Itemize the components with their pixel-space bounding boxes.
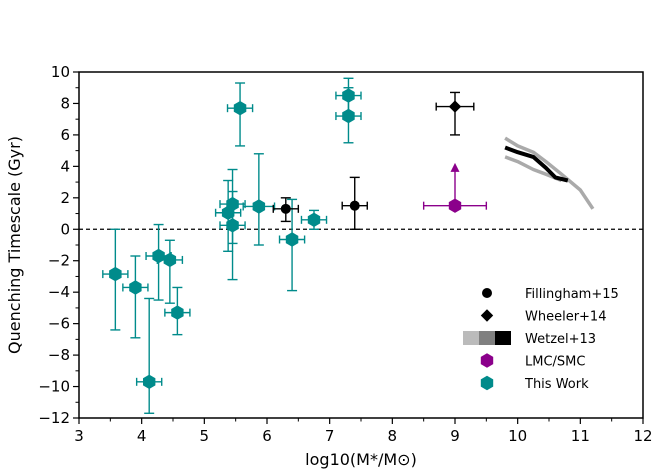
y-tick-label: −6 xyxy=(48,315,70,333)
hexagon-marker xyxy=(285,232,299,247)
y-tick-label: −12 xyxy=(38,409,70,427)
y-tick-label: −8 xyxy=(48,346,70,364)
point-this-work-12 xyxy=(300,209,328,230)
point-this-work-8 xyxy=(219,190,246,281)
point-this-work-11 xyxy=(278,198,306,292)
legend-entry-fillingham-15: Fillingham+15 xyxy=(482,287,619,302)
wetzel-band-median xyxy=(504,145,569,183)
y-tick-label: 2 xyxy=(60,189,70,207)
point-this-work-5 xyxy=(164,286,191,336)
circle-marker xyxy=(349,200,360,211)
legend-band-median xyxy=(495,331,511,345)
x-axis-label: log10(M*/M⊙) xyxy=(305,450,417,469)
legend-label: Fillingham+15 xyxy=(525,287,619,302)
hexagon-marker xyxy=(129,280,142,295)
circle-marker xyxy=(280,203,291,214)
point-this-work-9 xyxy=(226,82,254,147)
hexagon-marker xyxy=(252,199,266,214)
hexagon-marker xyxy=(307,212,321,227)
x-tick-label: 7 xyxy=(325,427,335,445)
legend-entry-this-work: This Work xyxy=(480,375,589,392)
legend-entry-wetzel-13: Wetzel+13 xyxy=(463,331,596,347)
point-lmc-smc-0 xyxy=(422,162,488,213)
legend-hexagon-marker xyxy=(480,375,494,391)
x-tick-label: 8 xyxy=(388,427,398,445)
y-tick-label: 8 xyxy=(60,94,70,112)
point-this-work-14 xyxy=(335,87,362,144)
lower-limit-arrow xyxy=(450,162,460,172)
legend-band-outer xyxy=(463,331,479,345)
point-this-work-0 xyxy=(102,228,129,331)
y-tick-label: −2 xyxy=(48,252,70,270)
point-this-work-1 xyxy=(122,255,149,339)
y-tick-label: 4 xyxy=(60,157,70,175)
hexagon-marker xyxy=(109,266,122,282)
legend-diamond-marker xyxy=(480,309,494,322)
hexagon-marker xyxy=(342,108,355,124)
point-this-work-4 xyxy=(156,239,184,304)
y-tick-label: −10 xyxy=(38,378,70,396)
hexagon-marker xyxy=(233,101,247,116)
hexagon-marker xyxy=(226,218,239,233)
hexagon-marker xyxy=(152,248,165,264)
point-fillingham-15-0 xyxy=(272,197,300,223)
legend-band-inner xyxy=(479,331,495,345)
x-tick-label: 3 xyxy=(74,427,84,445)
x-tick-label: 11 xyxy=(571,427,590,445)
point-fillingham-15-1 xyxy=(341,176,368,230)
x-tick-label: 9 xyxy=(450,427,460,445)
legend-entry-lmc-smc: LMC/SMC xyxy=(480,353,585,370)
wetzel-band-inner xyxy=(504,155,563,183)
hexagon-marker xyxy=(171,305,184,320)
x-tick-label: 10 xyxy=(508,427,527,445)
point-this-work-6 xyxy=(214,179,242,252)
x-tick-label: 6 xyxy=(262,427,272,445)
point-this-work-2 xyxy=(135,297,163,414)
point-this-work-10 xyxy=(242,153,276,246)
point-wheeler-14-0 xyxy=(435,91,475,136)
wetzel-band-outer xyxy=(504,136,595,210)
y-tick-label: 0 xyxy=(60,220,70,238)
hexagon-marker xyxy=(143,374,156,389)
hexagon-marker xyxy=(448,198,462,213)
y-tick-label: 10 xyxy=(51,63,70,81)
legend-label: Wheeler+14 xyxy=(525,310,606,325)
x-tick-label: 5 xyxy=(200,427,210,445)
legend-label: LMC/SMC xyxy=(525,355,585,370)
x-tick-label: 12 xyxy=(633,427,652,445)
y-tick-label: −4 xyxy=(48,283,70,301)
hexagon-marker xyxy=(163,252,177,268)
legend-circle-marker xyxy=(482,288,492,298)
x-tick-label: 4 xyxy=(137,427,147,445)
legend-label: This Work xyxy=(524,377,589,392)
y-tick-label: 6 xyxy=(60,126,70,144)
legend-label: Wetzel+13 xyxy=(525,332,596,347)
legend-hexagon-marker xyxy=(480,353,494,368)
legend-entry-wheeler-14: Wheeler+14 xyxy=(480,309,606,325)
y-axis-label: Quenching Timescale (Gyr) xyxy=(5,136,24,354)
diamond-marker xyxy=(448,100,462,113)
